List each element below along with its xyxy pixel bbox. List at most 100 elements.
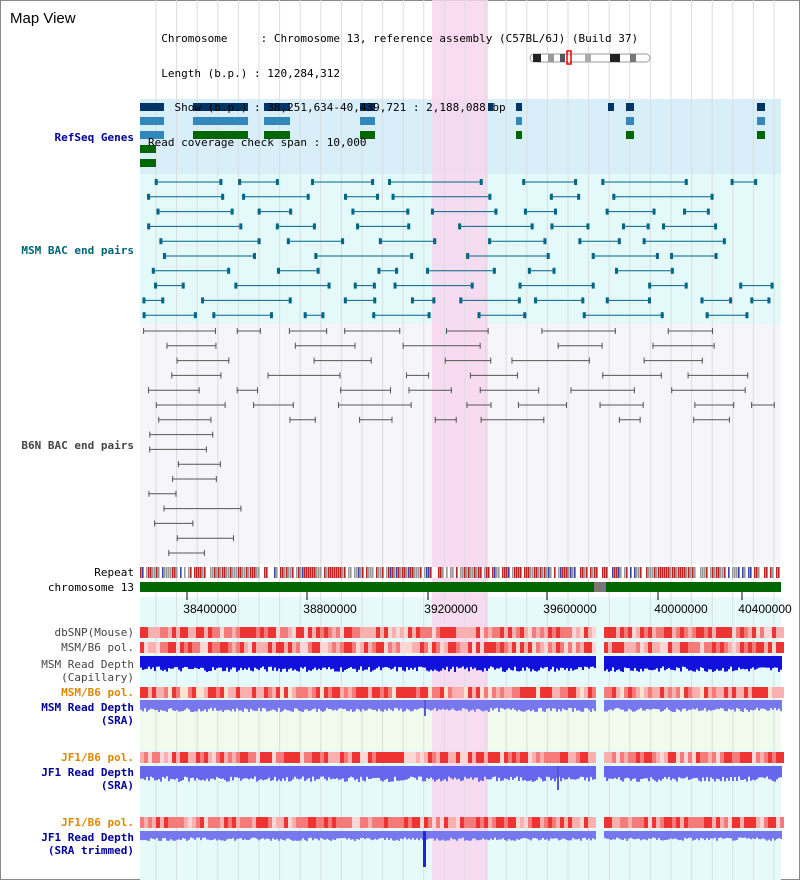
polymorphism-cell [644,642,648,653]
polymorphism-cell [220,642,224,653]
read-depth-bar [366,831,368,839]
read-depth-bar [286,656,288,672]
repeat-block [470,567,472,578]
track-label-refseq[interactable]: RefSeq Genes [54,131,134,144]
axis-tick-label: 39200000 [424,602,478,616]
polymorphism-cell [404,627,408,638]
read-depth-bar [460,656,462,668]
read-depth-bar [436,766,438,780]
polymorphism-cell [412,627,416,638]
read-depth-bar [256,766,258,782]
repeat-block [654,567,656,578]
read-depth-bar [170,831,172,840]
track-label-msm-read-depth-capillary[interactable]: MSM Read Depth (Capillary) [41,658,134,684]
read-depth-bar [634,831,636,840]
repeat-block [140,567,142,578]
repeat-block [734,567,736,578]
polymorphism-cell [284,817,288,828]
polymorphism-cell [748,642,752,653]
polymorphism-cell [364,817,368,828]
refseq-gene [516,131,522,139]
polymorphism-cell [408,687,412,698]
polymorphism-cell [476,642,480,653]
b6n-bac-end [148,490,150,497]
read-depth-bar [580,656,582,668]
read-depth-bar [168,700,170,709]
msm-bac-end [376,193,380,200]
read-depth-bar [314,831,316,839]
polymorphism-cell [464,817,468,828]
repeat-block [482,567,484,578]
track-label-jf1-read-depth-trimmed[interactable]: JF1 Read Depth (SRA trimmed) [41,831,134,857]
read-depth-bar [276,700,278,712]
track-label-jf1-read-depth-sra[interactable]: JF1 Read Depth (SRA) [41,766,134,792]
repeat-block [326,567,328,578]
polymorphism-cell [616,817,620,828]
polymorphism-cell [576,687,580,698]
track-label-msm-b6-pol-1[interactable]: MSM/B6 pol. [61,641,134,654]
polymorphism-cell [664,817,668,828]
read-depth-bar [466,831,468,840]
read-depth-bar [286,700,288,711]
polymorphism-cell [700,687,704,698]
msm-bac-end [430,208,434,215]
track-label-chromosome[interactable]: chromosome 13 [47,581,134,594]
msm-bac-end [459,297,463,304]
read-depth-bar [756,656,758,669]
polymorphism-cell [256,627,260,638]
read-depth-bar [300,766,302,779]
polymorphism-cell [220,627,224,638]
repeat-block [176,567,178,578]
polymorphism-cell [724,817,728,828]
track-label-dbsnp[interactable]: dbSNP(Mouse) [54,626,134,639]
track-label-jf1-b6-pol-1[interactable]: JF1/B6 pol. [61,751,134,764]
read-depth-bar [538,831,540,841]
polymorphism-cell [744,752,748,763]
repeat-block [634,567,636,578]
read-depth-bar [188,766,190,782]
polymorphism-cell [256,687,260,698]
read-depth-bar [672,831,674,840]
repeat-block [430,567,432,578]
track-label-msm-bac[interactable]: MSM BAC end pairs [21,244,134,257]
msm-bac-end [311,179,315,185]
polymorphism-cell [652,687,656,698]
chromosome-gap [594,582,606,592]
polymorphism-cell [708,752,712,763]
read-depth-bar [140,766,142,779]
repeat-block [378,567,380,578]
polymorphism-cell [308,687,312,698]
track-label-b6n-bac[interactable]: B6N BAC end pairs [21,439,134,452]
read-depth-bar [544,831,546,840]
polymorphism-cell [592,642,596,653]
read-depth-bar [170,656,172,669]
read-depth-bar [302,766,304,777]
read-depth-bar [506,831,508,841]
read-depth-bar [624,831,626,839]
read-depth-bar [334,656,336,672]
polymorphism-cell [628,687,632,698]
read-depth-bar [288,700,290,711]
repeat-block [224,567,226,578]
repeat-block [760,567,762,578]
read-depth-bar [458,656,460,669]
track-label-msm-b6-pol-2[interactable]: MSM/B6 pol. [61,686,134,699]
read-depth-bar [616,766,618,779]
read-depth-bar [690,766,692,780]
polymorphism-cell [380,687,384,698]
read-depth-bar [528,766,530,781]
track-label-msm-read-depth-sra[interactable]: MSM Read Depth (SRA) [41,701,134,727]
b6n-bac-end [444,357,446,364]
read-depth-bar [758,766,760,778]
read-depth-bar [414,766,416,778]
read-depth-bar [582,700,584,712]
read-depth-bar [714,831,716,838]
track-label-repeat[interactable]: Repeat [94,566,134,579]
read-depth-bar [622,700,624,710]
track-label-jf1-b6-pol-2[interactable]: JF1/B6 pol. [61,816,134,829]
polymorphism-cell [168,642,172,653]
read-depth-bar [320,700,322,711]
read-depth-bar [618,656,620,670]
read-depth-bar [534,656,536,671]
polymorphism-cell [184,752,188,763]
